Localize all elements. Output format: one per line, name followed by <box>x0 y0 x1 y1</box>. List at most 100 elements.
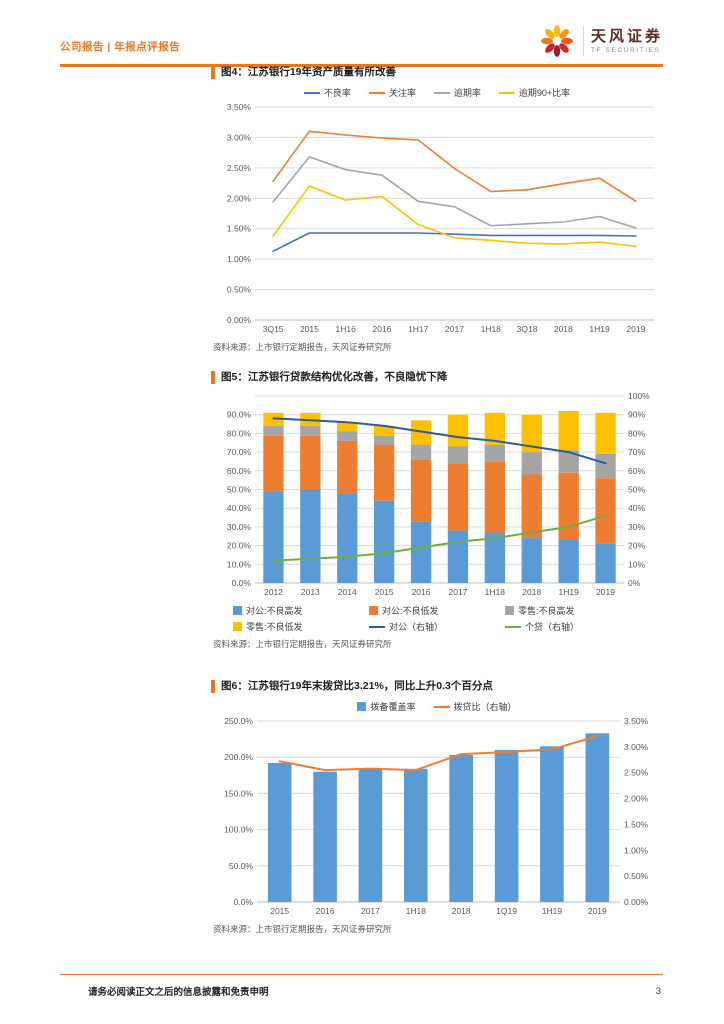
svg-text:0.0%: 0.0% <box>234 897 254 907</box>
svg-text:3.50%: 3.50% <box>624 716 649 726</box>
svg-text:3Q15: 3Q15 <box>263 324 284 334</box>
legend-swatch <box>369 625 385 628</box>
svg-text:40.0%: 40.0% <box>227 503 252 513</box>
legend-label: 对公:不良低发 <box>382 606 439 616</box>
legend-item: 对公:不良低发 <box>369 604 505 617</box>
brand-name-en: TF SECURITIES <box>590 46 661 54</box>
svg-text:20.0%: 20.0% <box>227 541 252 551</box>
svg-text:2.50%: 2.50% <box>624 768 649 778</box>
svg-text:150.0%: 150.0% <box>224 788 253 798</box>
svg-text:80%: 80% <box>628 428 645 438</box>
svg-text:60.0%: 60.0% <box>227 466 252 476</box>
legend-item: 个贷（右轴） <box>505 620 641 633</box>
svg-text:200.0%: 200.0% <box>224 752 253 762</box>
svg-text:50%: 50% <box>628 485 645 495</box>
legend-label: 对公:不良高发 <box>246 606 303 616</box>
svg-text:3.00%: 3.00% <box>624 742 649 752</box>
legend-item: 对公:不良高发 <box>233 604 369 617</box>
svg-text:1H19: 1H19 <box>542 906 563 916</box>
figure-5-title: 图5：江苏银行贷款结构优化改善，不良隐忧下降 <box>211 371 663 384</box>
svg-text:60%: 60% <box>628 466 645 476</box>
svg-text:2016: 2016 <box>372 324 391 334</box>
legend-item: 拨贷比（右轴） <box>433 700 517 713</box>
legend-swatch <box>368 91 385 94</box>
legend-item: 零售:不良高发 <box>505 604 641 617</box>
svg-text:2014: 2014 <box>338 587 357 597</box>
svg-text:2019: 2019 <box>596 587 615 597</box>
svg-text:3.50%: 3.50% <box>227 102 252 112</box>
svg-text:2017: 2017 <box>361 906 380 916</box>
svg-text:2.50%: 2.50% <box>227 163 252 173</box>
legend-item: 零售:不良低发 <box>233 620 369 633</box>
svg-text:0.00%: 0.00% <box>227 315 252 325</box>
svg-text:1.00%: 1.00% <box>624 845 649 855</box>
figure-6-title: 图6：江苏银行19年末拨贷比3.21%，同比上升0.3个百分点 <box>211 680 663 693</box>
svg-text:2.00%: 2.00% <box>624 794 649 804</box>
svg-text:50.0%: 50.0% <box>229 861 254 871</box>
report-category-label: 公司报告 | 年报点评报告 <box>60 41 181 53</box>
svg-text:10%: 10% <box>628 559 645 569</box>
svg-text:90%: 90% <box>628 410 645 420</box>
figure-5-source: 资料来源：上市银行定期报告，天风证券研究所 <box>213 639 392 649</box>
legend-label: 对公（右轴） <box>389 622 444 632</box>
svg-text:2018: 2018 <box>554 324 573 334</box>
legend-swatch <box>433 91 450 94</box>
brand-divider <box>582 26 584 56</box>
svg-text:1H17: 1H17 <box>408 324 429 334</box>
legend-label: 零售:不良低发 <box>246 622 303 632</box>
figure-6-section: 图6：江苏银行19年末拨贷比3.21%，同比上升0.3个百分点 拨备覆盖率 拨贷比… <box>211 680 663 935</box>
legend-swatch <box>233 622 242 631</box>
figure-5-chart: 0.0% 10.0% 20.0% 30.0% 40.0% 50.0% 60.0% 70.0% 8… <box>211 391 663 633</box>
legend-label: 逾期率 <box>453 88 481 98</box>
svg-text:2016: 2016 <box>412 587 431 597</box>
svg-text:3Q18: 3Q18 <box>517 324 538 334</box>
legend-swatch <box>433 705 450 708</box>
svg-text:1Q19: 1Q19 <box>496 906 517 916</box>
brand-name-cn: 天风证券 <box>590 27 663 45</box>
fig6-plot: 0.0% 50.0% 100.0% 150.0% 200.0% 250.0% 0.00% 0.… <box>224 716 649 916</box>
svg-text:70.0%: 70.0% <box>227 447 252 457</box>
svg-text:100.0%: 100.0% <box>224 825 253 835</box>
page-header: 公司报告 | 年报点评报告 天风证券 TF SECURITIES <box>60 22 663 67</box>
svg-text:2017: 2017 <box>448 587 467 597</box>
legend-item: 拨备覆盖率 <box>357 700 416 713</box>
fig4-legend: 不良率 关注率 逾期率 逾期90+比率 <box>211 86 663 99</box>
svg-text:1H19: 1H19 <box>589 324 610 334</box>
svg-text:1.50%: 1.50% <box>624 819 649 829</box>
svg-text:1.50%: 1.50% <box>227 224 252 234</box>
svg-text:2018: 2018 <box>452 906 471 916</box>
svg-text:2015: 2015 <box>375 587 394 597</box>
report-content: 图4：江苏银行19年资产质量有所改善 不良率 关注率 逾期率 逾期90+比率 0.00%… <box>211 66 663 935</box>
svg-text:2017: 2017 <box>445 324 464 334</box>
svg-text:250.0%: 250.0% <box>224 716 253 726</box>
legend-swatch <box>357 702 367 711</box>
tf-logo-icon <box>541 25 573 57</box>
legend-swatch <box>498 91 515 94</box>
svg-text:3.00%: 3.00% <box>227 132 252 142</box>
fig6-legend: 拨备覆盖率 拨贷比（右轴） <box>211 700 663 713</box>
svg-text:10.0%: 10.0% <box>227 559 252 569</box>
svg-text:40%: 40% <box>628 503 645 513</box>
legend-label: 零售:不良高发 <box>518 606 575 616</box>
svg-text:0.50%: 0.50% <box>227 285 252 295</box>
svg-text:2018: 2018 <box>522 587 541 597</box>
legend-label: 不良率 <box>323 88 351 98</box>
svg-text:0.50%: 0.50% <box>624 871 649 881</box>
legend-label: 关注率 <box>388 88 416 98</box>
svg-text:1.00%: 1.00% <box>227 254 252 264</box>
svg-text:1H16: 1H16 <box>336 324 357 334</box>
brand-block: 天风证券 TF SECURITIES <box>538 22 663 60</box>
figure-4-title: 图4：江苏银行19年资产质量有所改善 <box>211 66 663 79</box>
figure-4-section: 图4：江苏银行19年资产质量有所改善 不良率 关注率 逾期率 逾期90+比率 0.00%… <box>211 66 663 353</box>
svg-text:2015: 2015 <box>270 906 289 916</box>
svg-text:2019: 2019 <box>588 906 607 916</box>
svg-text:2019: 2019 <box>626 324 645 334</box>
svg-text:0%: 0% <box>628 578 641 588</box>
svg-text:30%: 30% <box>628 522 645 532</box>
legend-item: 逾期率 <box>433 86 481 99</box>
legend-label: 逾期90+比率 <box>518 88 571 98</box>
svg-text:2016: 2016 <box>316 906 335 916</box>
legend-swatch <box>233 606 242 615</box>
figure-5-section: 图5：江苏银行贷款结构优化改善，不良隐忧下降 0.0% 10.0% 20.0% 30.… <box>211 371 663 650</box>
